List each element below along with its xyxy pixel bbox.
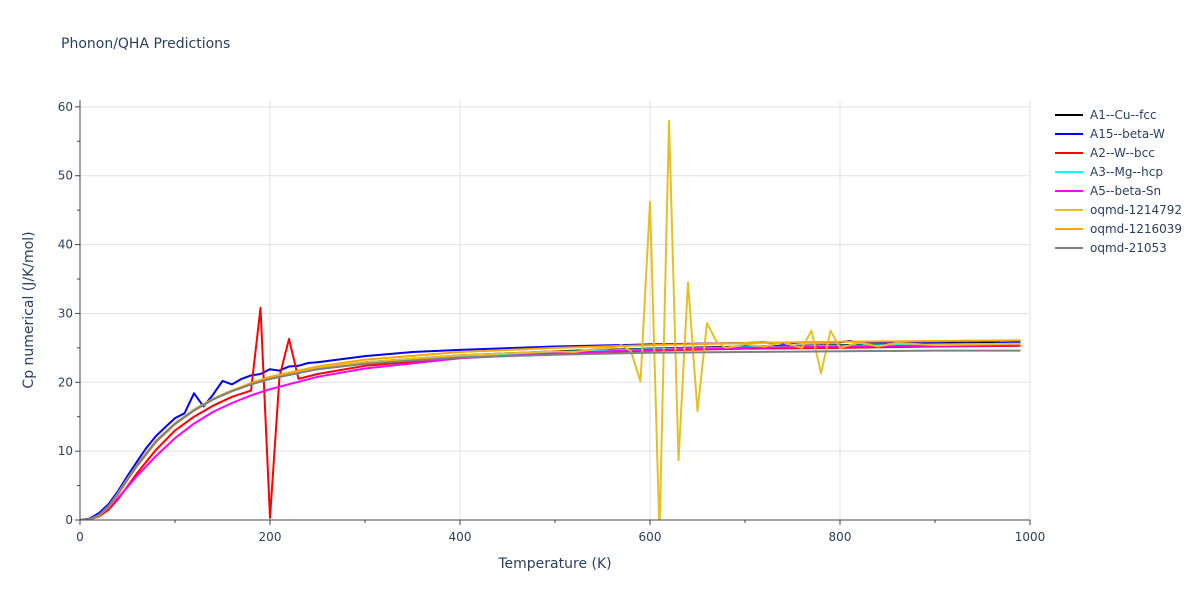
x-axis-title: Temperature (K) xyxy=(497,556,611,572)
legend-label: A2--W--bcc xyxy=(1090,146,1155,160)
y-tick-label: 40 xyxy=(58,238,73,252)
series-line-a2-w-bcc[interactable] xyxy=(80,306,1021,520)
series-line-oqmd-21053[interactable] xyxy=(80,349,1021,520)
series-line-a15-beta-w[interactable] xyxy=(80,340,1021,520)
legend-item[interactable]: A1--Cu--fcc xyxy=(1055,108,1157,122)
legend-label: oqmd-21053 xyxy=(1090,241,1167,255)
x-tick-label: 400 xyxy=(449,530,472,544)
y-tick-label: 20 xyxy=(58,375,73,389)
y-tick-label: 0 xyxy=(65,513,73,527)
y-axis-title: Cp numerical (J/K/mol) xyxy=(21,231,37,388)
legend-label: A5--beta-Sn xyxy=(1090,184,1161,198)
series-line-a5-beta-sn[interactable] xyxy=(80,344,1021,520)
legend-item[interactable]: A2--W--bcc xyxy=(1055,146,1155,160)
series-layer xyxy=(80,119,1021,534)
y-tick-label: 30 xyxy=(58,306,73,320)
legend-item[interactable]: A15--beta-W xyxy=(1055,127,1165,141)
series-line-a1-cu-fcc[interactable] xyxy=(80,341,1021,520)
legend-item[interactable]: oqmd-21053 xyxy=(1055,241,1167,255)
legend[interactable]: A1--Cu--fcc A15--beta-W A2--W--bcc A3--Mg--… xyxy=(1055,108,1182,255)
legend-label: oqmd-1216039 xyxy=(1090,222,1182,236)
y-tick-label: 50 xyxy=(58,169,73,183)
y-tick-label: 10 xyxy=(58,444,73,458)
x-tick-label: 800 xyxy=(829,530,852,544)
series-line-oqmd-1214792[interactable] xyxy=(80,119,1021,534)
legend-item[interactable]: A3--Mg--hcp xyxy=(1055,165,1163,179)
x-tick-label: 600 xyxy=(639,530,662,544)
chart-title: Phonon/QHA Predictions xyxy=(61,36,231,52)
grid-lines xyxy=(80,100,1031,521)
legend-item[interactable]: oqmd-1216039 xyxy=(1055,222,1182,236)
y-tick-label: 60 xyxy=(58,100,73,114)
x-tick-label: 0 xyxy=(76,530,84,544)
series-line-a3-mg-hcp[interactable] xyxy=(80,342,1021,520)
x-tick-label: 200 xyxy=(259,530,282,544)
series-line-oqmd-1216039[interactable] xyxy=(80,339,1021,520)
legend-label: A1--Cu--fcc xyxy=(1090,108,1157,122)
legend-label: A15--beta-W xyxy=(1090,127,1165,141)
legend-label: oqmd-1214792 xyxy=(1090,203,1182,217)
x-tick-label: 1000 xyxy=(1015,530,1046,544)
legend-item[interactable]: A5--beta-Sn xyxy=(1055,184,1161,198)
legend-item[interactable]: oqmd-1214792 xyxy=(1055,203,1182,217)
legend-label: A3--Mg--hcp xyxy=(1090,165,1163,179)
